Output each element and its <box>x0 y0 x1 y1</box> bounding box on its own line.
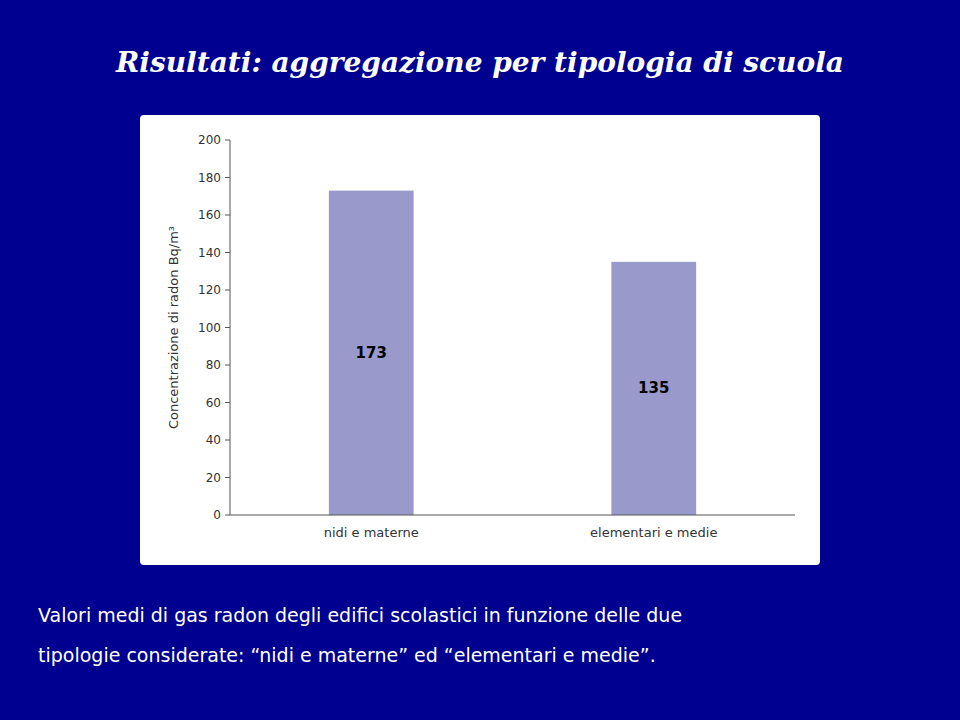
y-tick <box>225 177 230 178</box>
x-tick-label: nidi e materne <box>324 525 419 540</box>
chart: Risultati: aggregazione per tipologia di… <box>0 0 960 720</box>
data-label: 173 <box>356 344 387 362</box>
bars <box>329 191 696 515</box>
y-tick-label: 60 <box>206 396 221 410</box>
y-tick <box>225 477 230 478</box>
y-tick-label: 0 <box>213 508 221 522</box>
y-tick <box>225 402 230 403</box>
plot-panel <box>140 115 820 565</box>
bar <box>611 262 696 515</box>
y-tick <box>225 365 230 366</box>
y-tick-label: 140 <box>198 246 221 260</box>
y-tick-label: 40 <box>206 433 221 447</box>
y-tick <box>225 215 230 216</box>
bar <box>329 191 414 515</box>
title: Risultati: aggregazione per tipologia di… <box>115 46 844 79</box>
x-axis-line <box>230 515 795 516</box>
y-tick-label: 180 <box>198 171 221 185</box>
y-tick-label: 120 <box>198 283 221 297</box>
y-tick <box>225 515 230 516</box>
y-axis-label: Concentrazione di radon Bq/m³ <box>166 226 181 429</box>
y-tick-label: 200 <box>198 133 221 147</box>
y-tick-label: 80 <box>206 358 221 372</box>
y-tick <box>225 140 230 141</box>
data-label: 135 <box>638 379 669 397</box>
caption: Valori medi di gas radon degli edifici s… <box>38 604 682 626</box>
y-tick <box>225 327 230 328</box>
x-tick-label: elementari e medie <box>590 525 717 540</box>
y-tick-label: 160 <box>198 208 221 222</box>
y-tick <box>225 252 230 253</box>
y-tick-label: 20 <box>206 471 221 485</box>
y-tick <box>225 290 230 291</box>
y-tick <box>225 440 230 441</box>
y-tick-label: 100 <box>198 321 221 335</box>
caption: tipologie considerate: “nidi e materne” … <box>38 644 656 666</box>
y-axis-line <box>230 140 231 515</box>
